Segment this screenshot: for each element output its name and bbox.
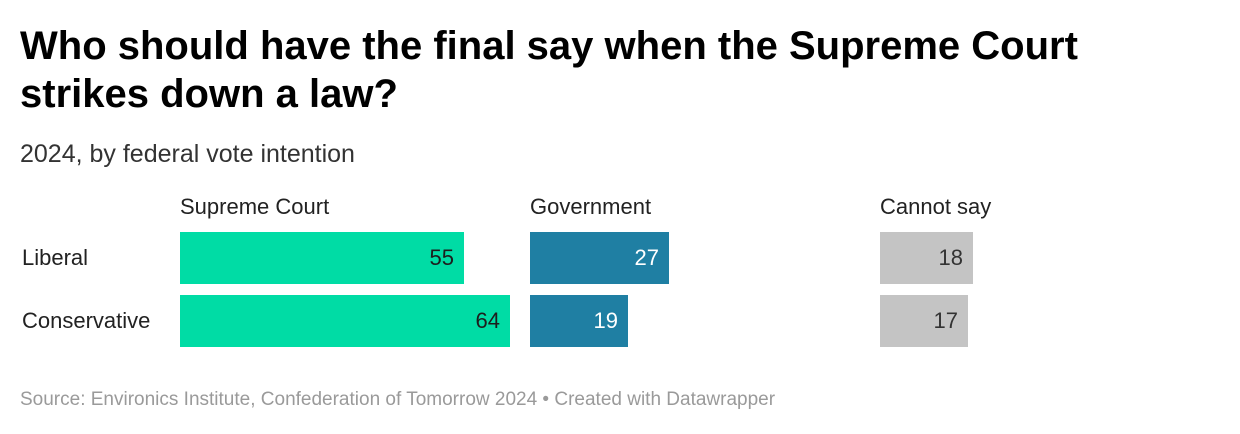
bar-liberal-supreme-court bbox=[180, 232, 464, 284]
value-label-liberal-supreme-court: 55 bbox=[429, 245, 454, 270]
column-header-cannot-say: Cannot say bbox=[880, 194, 992, 219]
bar-liberal-government bbox=[530, 232, 669, 284]
bar-liberal-cannot-say bbox=[880, 232, 973, 284]
chart-title: Who should have the final say when the S… bbox=[20, 24, 1078, 116]
bar-conservative-supreme-court bbox=[180, 295, 510, 347]
bar-conservative-government bbox=[530, 295, 628, 347]
row-label-conservative: Conservative bbox=[22, 308, 151, 333]
value-label-liberal-government: 27 bbox=[634, 245, 659, 270]
source-note: Source: Environics Institute, Confederat… bbox=[20, 389, 776, 410]
row-label-liberal: Liberal bbox=[22, 245, 89, 270]
column-header-government: Government bbox=[530, 194, 652, 219]
value-label-conservative-supreme-court: 64 bbox=[475, 308, 500, 333]
bar-conservative-cannot-say bbox=[880, 295, 968, 347]
column-header-supreme-court: Supreme Court bbox=[180, 194, 330, 219]
value-label-liberal-cannot-say: 18 bbox=[938, 245, 963, 270]
value-label-conservative-government: 19 bbox=[593, 308, 618, 333]
chart-subtitle: 2024, by federal vote intention bbox=[20, 140, 355, 168]
value-label-conservative-cannot-say: 17 bbox=[933, 308, 958, 333]
